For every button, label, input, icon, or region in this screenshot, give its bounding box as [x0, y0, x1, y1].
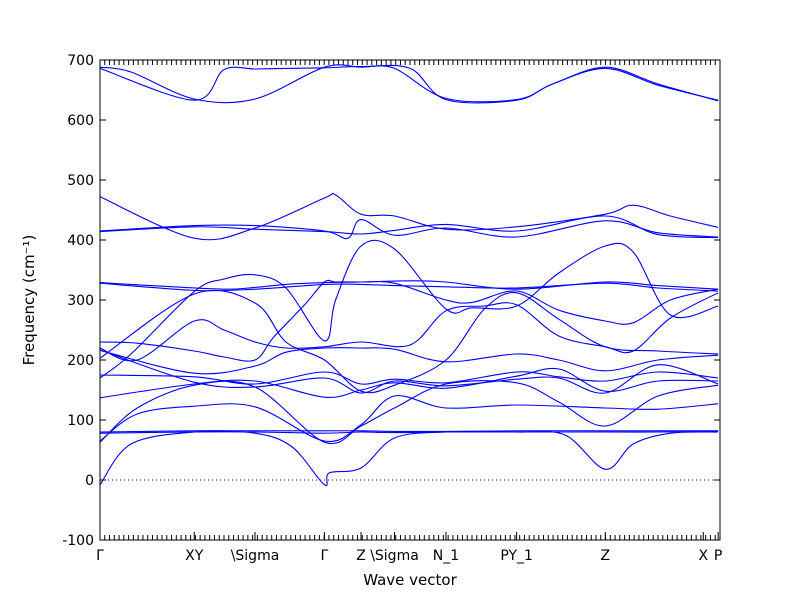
band-line-15: [99, 371, 719, 385]
high-symmetry-label-5: Z: [356, 548, 366, 564]
band-line-4: [99, 219, 719, 240]
high-symmetry-label-7: N_1: [433, 548, 459, 564]
y-tick-label: 0: [85, 473, 94, 489]
band-line-12: [99, 347, 719, 375]
y-axis-label: Frequency (cm⁻¹): [20, 235, 38, 366]
high-symmetry-label-9: Z: [601, 548, 611, 564]
high-symmetry-label-8: PY_1: [500, 548, 533, 564]
y-tick-label: -100: [62, 533, 94, 549]
y-tick-label: 400: [67, 233, 94, 249]
band-line-5: [99, 215, 719, 239]
high-symmetry-label-1: Γ: [96, 548, 104, 564]
band-line-19: [99, 430, 719, 434]
band-lines: [99, 64, 719, 487]
y-tick-label: 200: [67, 353, 94, 369]
high-symmetry-label-6: \Sigma: [370, 548, 419, 564]
band-line-20: [99, 430, 719, 487]
band-line-16: [99, 395, 719, 443]
y-tick-label: 700: [67, 53, 94, 69]
band-line-14: [99, 367, 719, 399]
band-line-3: [99, 192, 719, 241]
y-tick-label: 100: [67, 413, 94, 429]
band-line-8: [99, 279, 719, 362]
band-line-17: [99, 380, 719, 445]
y-tick-labels: -100 0 100 200 300 400 500 600 700: [62, 53, 94, 549]
band-line-9: [99, 239, 719, 379]
band-line-2: [99, 64, 719, 104]
high-symmetry-label-11: P: [714, 548, 722, 564]
axis-ticks: [99, 59, 720, 541]
y-tick-label: 600: [67, 113, 94, 129]
plot-frame: [99, 59, 721, 541]
y-tick-label: 300: [67, 293, 94, 309]
band-line-7: [99, 282, 719, 292]
high-symmetry-label-2: XY: [185, 548, 204, 564]
y-tick-label: 500: [67, 173, 94, 189]
band-line-1: [99, 64, 719, 104]
high-symmetry-label-10: X: [698, 548, 708, 564]
band-line-13: [99, 349, 719, 394]
high-symmetry-label-4: Γ: [321, 548, 329, 564]
x-axis-label: Wave vector: [363, 571, 457, 589]
band-line-11: [99, 289, 719, 394]
band-line-10: [99, 292, 719, 362]
x-tick-labels: Γ XY \Sigma Γ Z \Sigma N_1 PY_1 Z X P: [96, 548, 722, 564]
high-symmetry-label-3: \Sigma: [231, 548, 280, 564]
